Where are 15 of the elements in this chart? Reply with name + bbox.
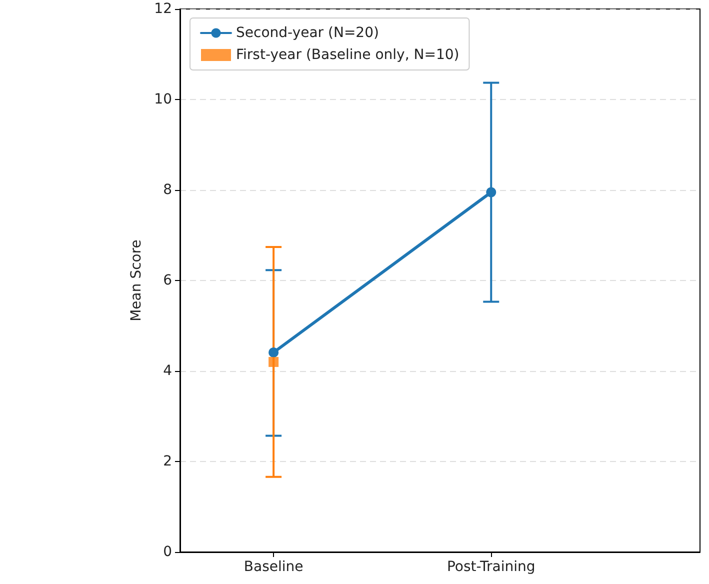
point <box>486 187 496 198</box>
y-tick-label: 8 <box>163 182 172 198</box>
y-tick-label: 12 <box>154 1 172 17</box>
y-axis-title: Mean Score <box>128 240 144 322</box>
y-tick-label: 6 <box>163 272 172 288</box>
point <box>268 356 279 367</box>
legend-label: Second-year (N=20) <box>236 25 379 41</box>
y-tick-label: 2 <box>163 454 172 470</box>
point <box>268 347 279 358</box>
y-tick-label: 4 <box>163 363 172 379</box>
legend-label: First-year (Baseline only, N=10) <box>236 47 460 63</box>
y-tick-label: 10 <box>154 92 172 108</box>
x-tick-label: Baseline <box>244 559 304 575</box>
x-tick-label: Post-Training <box>446 559 536 575</box>
y-tick-label: 0 <box>163 544 172 560</box>
